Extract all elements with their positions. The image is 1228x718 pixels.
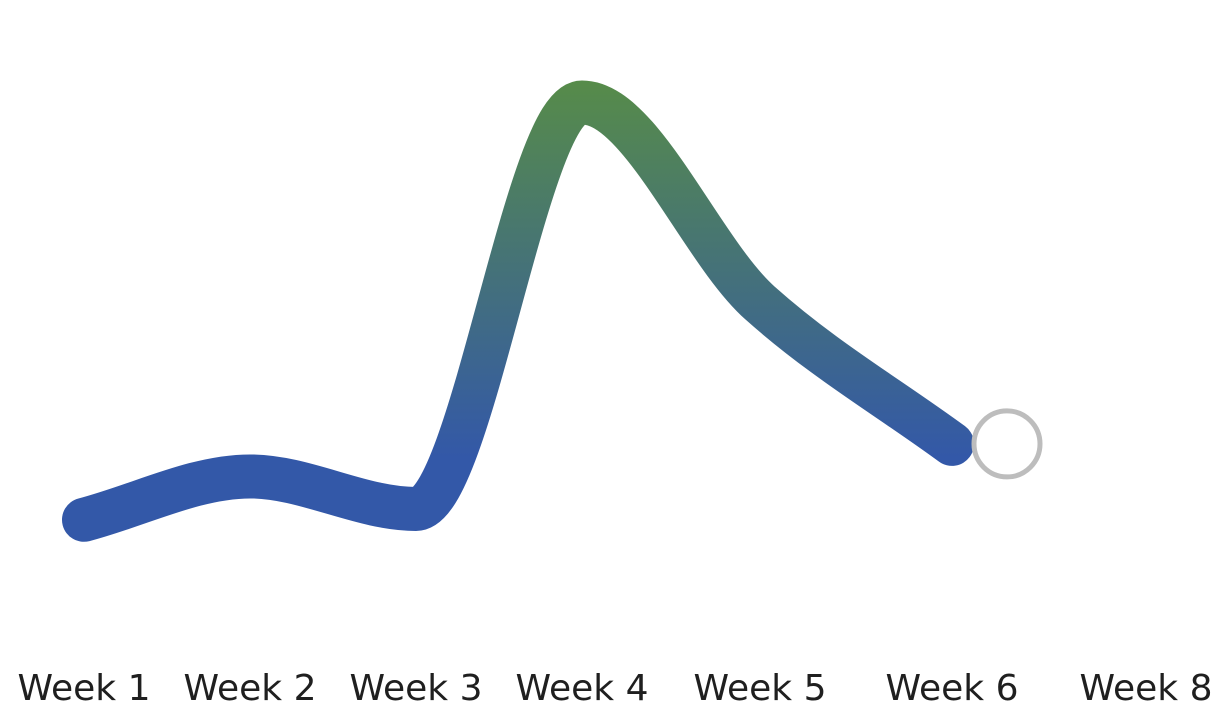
x-tick-label: Week 5 [694,668,827,709]
x-tick-label: Week 3 [350,668,483,709]
end-point-marker [971,408,1043,480]
x-axis: Week 1 Week 2 Week 3 Week 4 Week 5 Week 6 Week… [18,668,1213,709]
x-tick-label: Week 1 [18,668,151,709]
series-line [62,80,974,542]
x-tick-label: Week 8 [1080,668,1213,709]
x-tick-label: Week 6 [886,668,1019,709]
x-tick-label: Week 4 [516,668,649,709]
x-tick-label: Week 2 [184,668,317,709]
series-layer [62,80,1043,542]
